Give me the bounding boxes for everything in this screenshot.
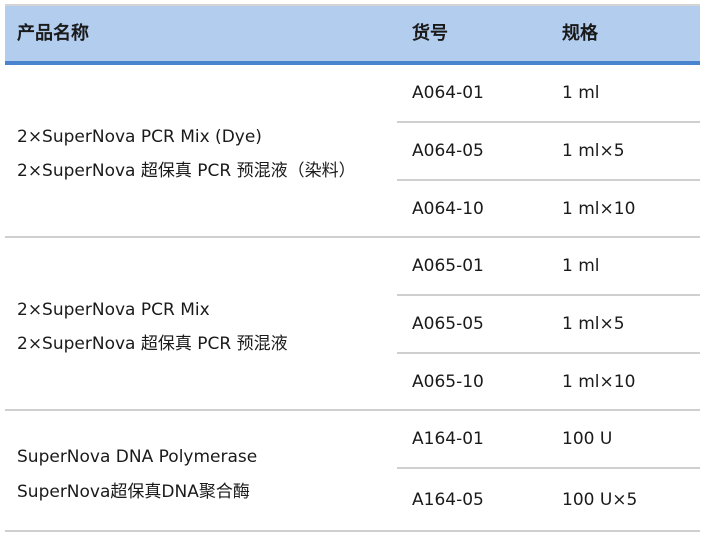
product-name-cn: 2×SuperNova 超保真 PCR 预混液（染料）: [17, 161, 356, 181]
catalog-number: A065-10: [412, 371, 484, 392]
table-row: A164-05 100 U×5: [397, 469, 700, 530]
catalog-number: A065-05: [412, 314, 484, 334]
table-row: A064-10 1 ml×10: [397, 181, 700, 236]
specification: 1 ml×10: [562, 371, 636, 392]
product-group: 2×SuperNova PCR Mix 2×SuperNova 超保真 PCR …: [5, 238, 700, 411]
table-row: A065-05 1 ml×5: [397, 296, 700, 354]
table-top-border: [5, 4, 700, 6]
product-group: 2×SuperNova PCR Mix (Dye) 2×SuperNova 超保…: [5, 65, 700, 238]
catalog-number: A065-01: [412, 256, 484, 276]
catalog-number: A164-01: [412, 429, 484, 449]
catalog-number: A064-01: [412, 83, 484, 103]
header-product-name: 产品名称: [17, 23, 89, 44]
product-name-cn: SuperNova超保真DNA聚合酶: [17, 482, 250, 502]
table-row: A164-01 100 U: [397, 411, 700, 469]
product-group: SuperNova DNA Polymerase SuperNova超保真DNA…: [5, 411, 700, 532]
specification: 1 ml: [562, 83, 600, 103]
specification: 1 ml×5: [562, 141, 625, 161]
table-row: A064-01 1 ml: [397, 65, 700, 123]
catalog-number: A164-05: [412, 489, 484, 510]
product-name-en: SuperNova DNA Polymerase: [17, 447, 258, 467]
header-divider: [5, 61, 700, 65]
product-name-en: 2×SuperNova PCR Mix: [17, 300, 210, 320]
specification: 1 ml: [562, 256, 600, 276]
product-name-cn: 2×SuperNova 超保真 PCR 预混液: [17, 334, 288, 354]
table-row: A064-05 1 ml×5: [397, 123, 700, 181]
header-specification: 规格: [562, 23, 598, 44]
table-header: 产品名称 货号 规格: [5, 6, 700, 61]
specification: 100 U×5: [562, 489, 638, 510]
specification: 1 ml×10: [562, 198, 636, 219]
header-catalog-number: 货号: [412, 23, 448, 44]
table-row: A065-01 1 ml: [397, 238, 700, 296]
catalog-number: A064-05: [412, 141, 484, 161]
specification: 100 U: [562, 429, 613, 449]
table-row: A065-10 1 ml×10: [397, 354, 700, 409]
specification: 1 ml×5: [562, 314, 625, 334]
catalog-number: A064-10: [412, 198, 484, 219]
product-name-en: 2×SuperNova PCR Mix (Dye): [17, 127, 262, 147]
